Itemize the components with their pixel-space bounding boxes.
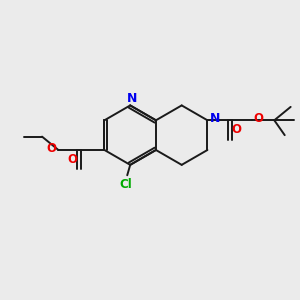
Text: N: N: [127, 92, 137, 105]
Text: O: O: [231, 123, 241, 136]
Text: Cl: Cl: [119, 178, 132, 191]
Text: O: O: [68, 153, 78, 166]
Text: N: N: [210, 112, 220, 125]
Text: O: O: [254, 112, 263, 125]
Text: O: O: [47, 142, 57, 155]
